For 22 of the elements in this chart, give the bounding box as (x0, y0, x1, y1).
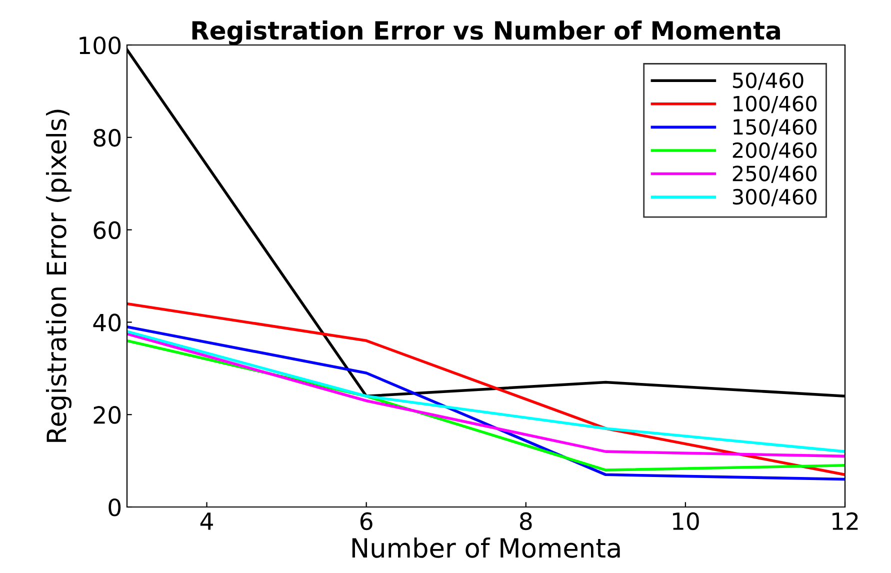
legend-label: 100/460 (734, 96, 817, 114)
y-tick-label: 80 (94, 128, 121, 147)
legend-label: 150/460 (734, 119, 817, 136)
y-tick-label: 0 (108, 498, 121, 516)
y-tick-label: 100 (80, 36, 121, 54)
y-tick-label: 60 (94, 221, 121, 240)
x-tick-label: 8 (520, 512, 532, 530)
line-series (127, 302, 845, 476)
y-tick-label: 20 (94, 406, 121, 424)
x-tick-label: 10 (673, 512, 699, 530)
x-axis-title: Number of Momenta (352, 537, 620, 558)
x-tick-label: 4 (200, 512, 213, 530)
legend-label: 250/460 (732, 166, 817, 183)
line-series (127, 325, 845, 481)
x-tick-label: 6 (360, 512, 372, 530)
legend-label: 50/460 (732, 72, 804, 90)
chart-title: Registration Error vs Number of Momenta (192, 20, 780, 45)
legend-label: 300/460 (732, 188, 817, 206)
y-tick-label: 40 (93, 314, 121, 332)
y-axis-title: Registration Error (pixels) (46, 110, 72, 442)
x-tick-label: 12 (832, 512, 858, 530)
legend-label: 200/460 (732, 142, 817, 160)
